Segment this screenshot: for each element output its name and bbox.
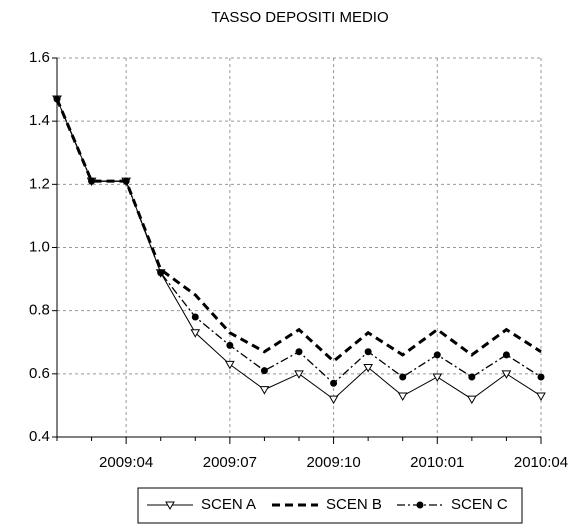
marker bbox=[328, 395, 339, 405]
marker bbox=[364, 348, 372, 356]
marker bbox=[468, 373, 476, 381]
legend-label: SCEN B bbox=[326, 496, 382, 513]
marker bbox=[260, 367, 268, 375]
legend: SCEN A SCEN B SCEN C bbox=[137, 487, 523, 524]
legend-label: SCEN C bbox=[451, 496, 508, 513]
marker bbox=[226, 341, 234, 349]
marker bbox=[88, 177, 96, 185]
marker bbox=[397, 392, 408, 401]
legend-box bbox=[137, 487, 523, 524]
y-tick-label: 1.4 bbox=[29, 112, 50, 129]
marker bbox=[363, 364, 374, 373]
marker bbox=[416, 501, 424, 509]
marker bbox=[157, 269, 165, 277]
marker bbox=[502, 351, 510, 359]
marker bbox=[501, 370, 512, 379]
marker bbox=[294, 370, 304, 379]
marker bbox=[330, 379, 338, 387]
marker bbox=[190, 329, 201, 338]
legend-label: SCEN A bbox=[201, 496, 256, 513]
x-tick-label: 2010:04 bbox=[514, 454, 568, 471]
y-tick-label: 1.0 bbox=[29, 238, 50, 255]
marker bbox=[399, 373, 407, 381]
y-tick-label: 0.6 bbox=[29, 365, 50, 382]
marker bbox=[466, 395, 477, 405]
x-tick-label: 2009:07 bbox=[203, 454, 257, 471]
series-line bbox=[56, 98, 542, 385]
y-tick-label: 0.4 bbox=[29, 428, 50, 445]
x-tick-label: 2010:01 bbox=[410, 454, 464, 471]
series-line bbox=[55, 98, 542, 364]
y-tick-label: 1.6 bbox=[29, 49, 50, 66]
marker bbox=[122, 177, 130, 185]
marker bbox=[432, 373, 443, 382]
marker bbox=[537, 373, 545, 381]
marker bbox=[433, 351, 441, 359]
marker bbox=[53, 95, 61, 103]
marker bbox=[259, 386, 270, 395]
x-tick-label: 2009:04 bbox=[99, 454, 153, 471]
marker bbox=[165, 501, 175, 511]
chart-title: TASSO DEPOSITI MEDIO bbox=[211, 9, 388, 26]
y-tick-label: 0.8 bbox=[29, 302, 50, 319]
x-tick-label: 2009:10 bbox=[306, 454, 360, 471]
marker bbox=[536, 392, 546, 401]
marker bbox=[224, 360, 235, 370]
marker bbox=[295, 348, 303, 356]
y-tick-label: 1.2 bbox=[29, 175, 50, 192]
marker bbox=[191, 313, 199, 321]
